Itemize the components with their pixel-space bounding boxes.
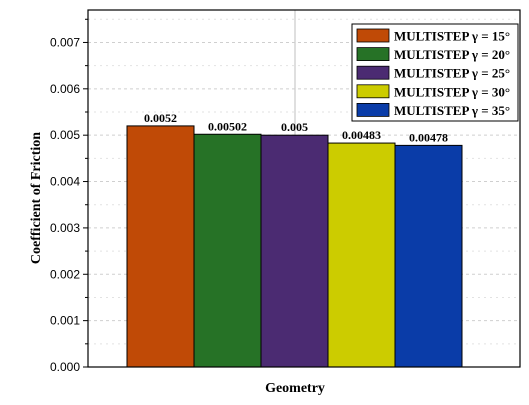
y-ticks: 0.000 0.001 0.002 0.003 0.004 0.005 0.006 0.007 [50, 18, 88, 374]
bars [126, 125, 463, 368]
bar-5 [394, 144, 463, 368]
data-label-3: 0.005 [281, 120, 308, 134]
bar-2 [193, 133, 262, 368]
axes [87, 9, 521, 368]
data-label-5: 0.00478 [409, 130, 448, 144]
y-tick-label: 0.007 [50, 35, 80, 49]
legend: MULTISTEP γ = 15° MULTISTEP γ = 20° MULTIS… [351, 23, 519, 122]
bar-1 [126, 125, 195, 368]
legend-label-1: MULTISTEP γ = 15° [394, 29, 510, 44]
y-tick-label: 0.004 [50, 175, 80, 189]
legend-swatch-1 [356, 28, 390, 43]
legend-swatch-5 [356, 103, 390, 117]
data-labels: 0.0052 0.00502 0.005 0.00483 0.00478 [144, 111, 448, 144]
y-tick-label: 0.005 [50, 128, 80, 142]
legend-label-5: MULTISTEP γ = 35° [394, 103, 510, 118]
legend-swatch-3 [356, 65, 390, 80]
y-tick-label: 0.003 [50, 221, 80, 235]
y-tick-label: 0.002 [50, 267, 80, 281]
y-tick-label: 0.001 [50, 314, 80, 328]
y-axis-title: Coefficient of Friction [29, 132, 44, 264]
legend-label-2: MULTISTEP γ = 20° [394, 47, 510, 62]
y-tick-label: 0.000 [50, 360, 80, 374]
legend-swatch-2 [356, 47, 390, 61]
data-label-2: 0.00502 [208, 119, 247, 133]
legend-swatch-4 [356, 84, 390, 99]
bar-4 [327, 142, 396, 368]
data-label-4: 0.00483 [342, 128, 381, 142]
x-axis-title: Geometry [265, 381, 325, 396]
data-label-1: 0.0052 [144, 111, 177, 125]
legend-label-4: MULTISTEP γ = 30° [394, 84, 510, 99]
y-tick-label: 0.006 [50, 82, 80, 96]
plot-frame [87, 9, 521, 368]
bar-3 [260, 134, 329, 368]
legend-label-3: MULTISTEP γ = 25° [394, 66, 510, 81]
